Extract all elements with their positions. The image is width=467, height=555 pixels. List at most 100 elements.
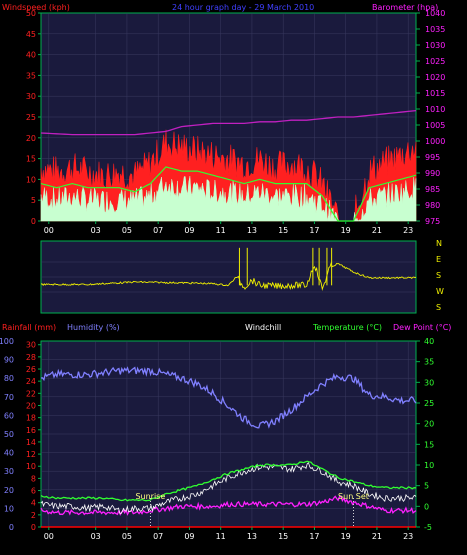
rainfall-tick-label: 0 <box>31 523 36 532</box>
temperature-line <box>40 460 417 502</box>
windspeed-tick-label: 25 <box>26 113 36 122</box>
rainfall-tick-label: 14 <box>26 438 36 447</box>
x-tick-label: 11 <box>216 532 226 541</box>
barometer-tick-label: 1015 <box>425 89 445 98</box>
barometer-axis-label: Barometer (hpa) <box>372 3 438 12</box>
temperature-tick-label: 25 <box>424 399 434 408</box>
humidity-tick-label: 90 <box>4 356 14 365</box>
x-tick-label: 23 <box>403 226 413 235</box>
x-tick-label: 15 <box>278 532 288 541</box>
humidity-axis-label: Humidity (%) <box>67 323 120 332</box>
x-tick-label: 21 <box>372 226 382 235</box>
sun-annotation-label: Sun Set <box>338 492 369 501</box>
windspeed-axis-label: Windspeed (kph) <box>2 3 70 12</box>
temperature-axis-label: Temperature (°C) <box>312 323 382 332</box>
windchill-line <box>40 462 417 514</box>
humidity-tick-label: 10 <box>4 504 14 513</box>
rainfall-axis-label: Rainfall (mm) <box>2 323 56 332</box>
x-tick-label: 00 <box>44 226 54 235</box>
direction-tick-label: S <box>436 303 441 312</box>
wind-direction-grid <box>41 261 416 293</box>
x-tick-label: 07 <box>153 226 163 235</box>
direction-tick-label: E <box>436 255 441 264</box>
temp-humidity-series <box>40 366 417 528</box>
rainfall-tick-label: 20 <box>26 401 36 410</box>
wind-direction-line <box>40 261 417 291</box>
direction-tick-label: N <box>436 239 442 248</box>
sun-annotations: Sunrise Sun Set <box>135 492 369 527</box>
barometer-tick-label: 975 <box>425 217 440 226</box>
humidity-y-ticks: 0 10 20 30 40 50 60 70 80 90 100 <box>0 337 14 532</box>
barometer-tick-label: 1025 <box>425 57 445 66</box>
x-tick-label: 07 <box>153 532 163 541</box>
temperature-tick-label: 35 <box>424 358 434 367</box>
humidity-tick-label: 0 <box>9 523 14 532</box>
humidity-tick-label: 40 <box>4 449 14 458</box>
rainfall-tick-label: 8 <box>31 474 36 483</box>
x-tick-label: 15 <box>278 226 288 235</box>
x-tick-label: 17 <box>309 226 319 235</box>
x-tick-label: 03 <box>91 532 101 541</box>
windchill-label: Windchill <box>245 323 281 332</box>
rainfall-tick-label: 28 <box>26 353 36 362</box>
temp-humidity-x-ticks: 00 03 05 07 09 11 13 15 17 19 21 23 <box>44 527 413 541</box>
barometer-y-ticks: 975 980 985 990 995 1000 1005 1010 1015 1020 1025 1… <box>416 9 445 226</box>
x-tick-label: 19 <box>341 226 351 235</box>
barometer-tick-label: 985 <box>425 185 440 194</box>
x-tick-label: 09 <box>184 226 194 235</box>
windspeed-tick-label: 30 <box>26 92 36 101</box>
dewpoint-axis-label: Dew Point (°C) <box>393 323 451 332</box>
temperature-tick-label: -5 <box>424 523 432 532</box>
barometer-tick-label: 980 <box>425 201 440 210</box>
barometer-tick-label: 1005 <box>425 121 445 130</box>
x-tick-label: 03 <box>91 226 101 235</box>
x-tick-label: 13 <box>247 226 257 235</box>
windspeed-tick-label: 0 <box>31 217 36 226</box>
temp-humidity-grid <box>41 341 416 527</box>
windspeed-tick-label: 5 <box>31 196 36 205</box>
x-tick-label: 23 <box>403 532 413 541</box>
barometer-tick-label: 1010 <box>425 105 445 114</box>
rainfall-tick-label: 26 <box>26 365 36 374</box>
x-tick-label: 17 <box>309 532 319 541</box>
barometer-tick-label: 1020 <box>425 73 445 82</box>
rainfall-tick-label: 24 <box>26 377 36 386</box>
windspeed-tick-label: 40 <box>26 51 36 60</box>
temperature-tick-label: 10 <box>424 461 434 470</box>
rainfall-tick-label: 18 <box>26 414 36 423</box>
windspeed-tick-label: 15 <box>26 155 36 164</box>
barometer-line <box>40 109 417 136</box>
rainfall-tick-label: 16 <box>26 426 36 435</box>
rainfall-tick-label: 30 <box>26 341 36 350</box>
humidity-tick-label: 30 <box>4 467 14 476</box>
windspeed-y-ticks: 0 5 10 15 20 25 30 35 40 45 50 <box>26 9 41 226</box>
barometer-tick-label: 1030 <box>425 41 445 50</box>
x-tick-label: 05 <box>122 226 132 235</box>
x-tick-label: 19 <box>341 532 351 541</box>
temperature-tick-label: 40 <box>424 337 434 346</box>
x-tick-label: 09 <box>184 532 194 541</box>
rainfall-tick-label: 6 <box>31 487 36 496</box>
wind-baro-series <box>40 109 417 222</box>
temperature-tick-label: 20 <box>424 420 434 429</box>
rainfall-tick-label: 22 <box>26 389 36 398</box>
windspeed-tick-label: 10 <box>26 175 36 184</box>
rainfall-tick-label: 10 <box>26 462 36 471</box>
temperature-tick-label: 0 <box>424 502 429 511</box>
humidity-tick-label: 70 <box>4 393 14 402</box>
barometer-tick-label: 1000 <box>425 137 445 146</box>
humidity-line <box>40 366 417 429</box>
barometer-tick-label: 1035 <box>425 25 445 34</box>
rainfall-tick-label: 12 <box>26 450 36 459</box>
wind-trend-line <box>40 166 417 222</box>
temperature-tick-label: 15 <box>424 440 434 449</box>
humidity-tick-label: 80 <box>4 374 14 383</box>
humidity-tick-label: 50 <box>4 430 14 439</box>
wind-direction-series <box>40 247 417 291</box>
barometer-tick-label: 990 <box>425 169 440 178</box>
temperature-y-ticks: -5 0 5 10 15 20 25 30 35 40 <box>416 337 434 532</box>
windspeed-tick-label: 35 <box>26 71 36 80</box>
